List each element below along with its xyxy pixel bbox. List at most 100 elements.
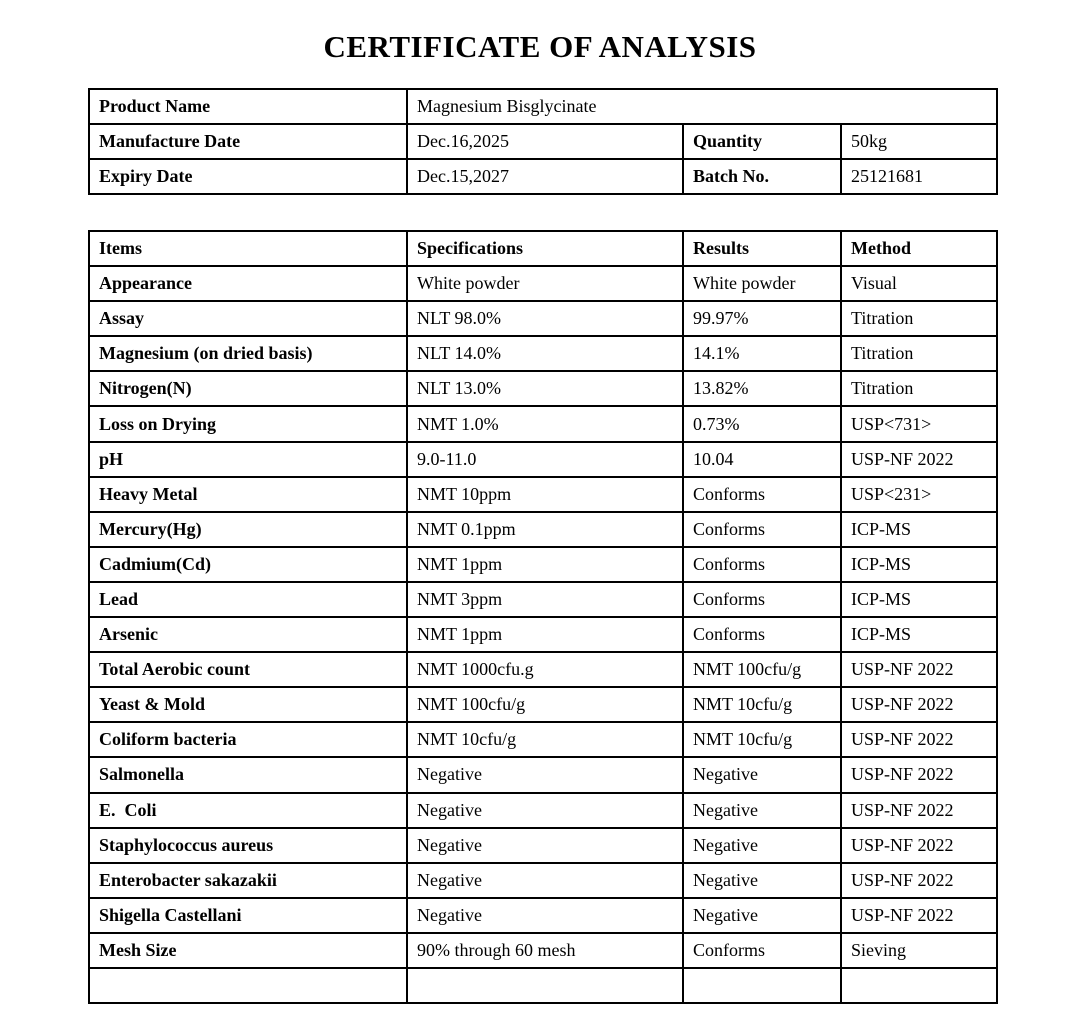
table-row: Salmonella Negative Negative USP-NF 2022: [88, 756, 998, 794]
method-cell: [840, 966, 998, 1005]
table-row: pH 9.0-11.0 10.04 USP-NF 2022: [88, 440, 998, 478]
specification-cell: NMT 1.0%: [406, 405, 684, 443]
result-cell: 0.73%: [682, 405, 842, 443]
method-cell: Sieving: [840, 931, 998, 969]
table-row: Staphylococcus aureus Negative Negative USP…: [88, 826, 998, 864]
method-cell: ICP-MS: [840, 580, 998, 619]
analysis-header-row: Items Specifications Results Method: [88, 229, 998, 268]
method-cell: USP<731>: [840, 405, 998, 443]
table-row: Manufacture Date Dec.16,2025 Quantity 50…: [88, 123, 999, 161]
method-cell: USP-NF 2022: [840, 896, 998, 934]
table-row: Appearance White powder White powder Visual: [88, 265, 998, 303]
method-column-header: Method: [840, 229, 998, 268]
item-cell: Enterobacter sakazakii: [88, 861, 408, 899]
method-cell: Titration: [840, 370, 998, 408]
method-cell: USP-NF 2022: [840, 826, 998, 864]
item-cell: Cadmium(Cd): [88, 545, 408, 583]
specification-cell: 90% through 60 mesh: [406, 931, 684, 969]
batch-no-value: 25121681: [839, 158, 999, 196]
result-cell: 13.82%: [682, 370, 842, 408]
analysis-table: Items Specifications Results Method Appe…: [88, 229, 998, 1005]
result-cell: Conforms: [682, 616, 842, 654]
item-cell: Appearance: [88, 265, 408, 303]
method-cell: Visual: [840, 265, 998, 303]
table-row: Lead NMT 3ppm Conforms ICP-MS: [88, 580, 998, 619]
table-row: Assay NLT 98.0% 99.97% Titration: [88, 300, 998, 338]
table-row: Coliform bacteria NMT 10cfu/g NMT 10cfu/g U…: [88, 721, 998, 759]
item-cell: Yeast & Mold: [88, 686, 408, 724]
table-row: Cadmium(Cd) NMT 1ppm Conforms ICP-MS: [88, 545, 998, 583]
table-row: E. Coli Negative Negative USP-NF 2022: [88, 791, 998, 829]
specification-cell: NLT 98.0%: [406, 300, 684, 338]
analysis-table-body: Appearance White powder White powder Visual…: [88, 265, 998, 1005]
result-cell: Negative: [682, 826, 842, 864]
result-cell: NMT 10cfu/g: [682, 721, 842, 759]
specification-cell: NMT 1000cfu.g: [406, 651, 684, 689]
result-cell: NMT 100cfu/g: [682, 651, 842, 689]
results-column-header: Results: [682, 229, 842, 268]
item-cell: Magnesium (on dried basis): [88, 335, 408, 373]
product-name-value: Magnesium Bisglycinate: [405, 87, 999, 126]
product-info-table: Product Name Magnesium Bisglycinate Manu…: [88, 87, 999, 196]
specification-cell: NMT 1ppm: [406, 545, 684, 583]
result-cell: Conforms: [682, 545, 842, 583]
table-row: Product Name Magnesium Bisglycinate: [88, 87, 999, 126]
item-cell: pH: [88, 440, 408, 478]
specification-cell: White powder: [406, 265, 684, 303]
table-row: Magnesium (on dried basis) NLT 14.0% 14.1%…: [88, 335, 998, 373]
item-cell: Salmonella: [88, 756, 408, 794]
item-cell: [88, 966, 408, 1005]
result-cell: [682, 966, 842, 1005]
result-cell: Conforms: [682, 931, 842, 969]
item-cell: E. Coli: [88, 791, 408, 829]
specification-cell: Negative: [406, 861, 684, 899]
specification-cell: Negative: [406, 896, 684, 934]
table-row: Shigella Castellani Negative Negative USP-N…: [88, 896, 998, 934]
table-row: Expiry Date Dec.15,2027 Batch No. 251216…: [88, 158, 999, 196]
method-cell: USP-NF 2022: [840, 721, 998, 759]
method-cell: USP-NF 2022: [840, 861, 998, 899]
method-cell: ICP-MS: [840, 510, 998, 548]
item-cell: Loss on Drying: [88, 405, 408, 443]
table-row: Loss on Drying NMT 1.0% 0.73% USP<731>: [88, 405, 998, 443]
specification-cell: NMT 10ppm: [406, 475, 684, 513]
result-cell: Conforms: [682, 580, 842, 619]
item-cell: Arsenic: [88, 616, 408, 654]
result-cell: Negative: [682, 756, 842, 794]
table-row-partial: [88, 966, 998, 1005]
specification-cell: [406, 966, 684, 1005]
batch-no-label: Batch No.: [682, 158, 842, 196]
result-cell: Conforms: [682, 510, 842, 548]
specification-cell: NMT 100cfu/g: [406, 686, 684, 724]
method-cell: USP-NF 2022: [840, 791, 998, 829]
table-row: Yeast & Mold NMT 100cfu/g NMT 10cfu/g USP-N…: [88, 686, 998, 724]
method-cell: USP-NF 2022: [840, 440, 998, 478]
result-cell: Conforms: [682, 475, 842, 513]
table-row: Arsenic NMT 1ppm Conforms ICP-MS: [88, 616, 998, 654]
quantity-label: Quantity: [682, 123, 842, 161]
table-row: Mesh Size 90% through 60 mesh Conforms Siev…: [88, 931, 998, 969]
item-cell: Mercury(Hg): [88, 510, 408, 548]
item-cell: Heavy Metal: [88, 475, 408, 513]
manufacture-date-label: Manufacture Date: [88, 123, 408, 161]
item-cell: Shigella Castellani: [88, 896, 408, 934]
items-column-header: Items: [88, 229, 408, 268]
result-cell: 99.97%: [682, 300, 842, 338]
specification-cell: NLT 14.0%: [406, 335, 684, 373]
item-cell: Staphylococcus aureus: [88, 826, 408, 864]
specification-cell: Negative: [406, 791, 684, 829]
manufacture-date-value: Dec.16,2025: [406, 123, 684, 161]
specification-cell: NMT 0.1ppm: [406, 510, 684, 548]
result-cell: White powder: [682, 265, 842, 303]
method-cell: USP-NF 2022: [840, 686, 998, 724]
method-cell: USP-NF 2022: [840, 756, 998, 794]
table-row: Mercury(Hg) NMT 0.1ppm Conforms ICP-MS: [88, 510, 998, 548]
method-cell: USP-NF 2022: [840, 651, 998, 689]
result-cell: 10.04: [682, 440, 842, 478]
specification-cell: NMT 1ppm: [406, 616, 684, 654]
table-row: Nitrogen(N) NLT 13.0% 13.82% Titration: [88, 370, 998, 408]
method-cell: ICP-MS: [840, 616, 998, 654]
result-cell: Negative: [682, 896, 842, 934]
item-cell: Coliform bacteria: [88, 721, 408, 759]
